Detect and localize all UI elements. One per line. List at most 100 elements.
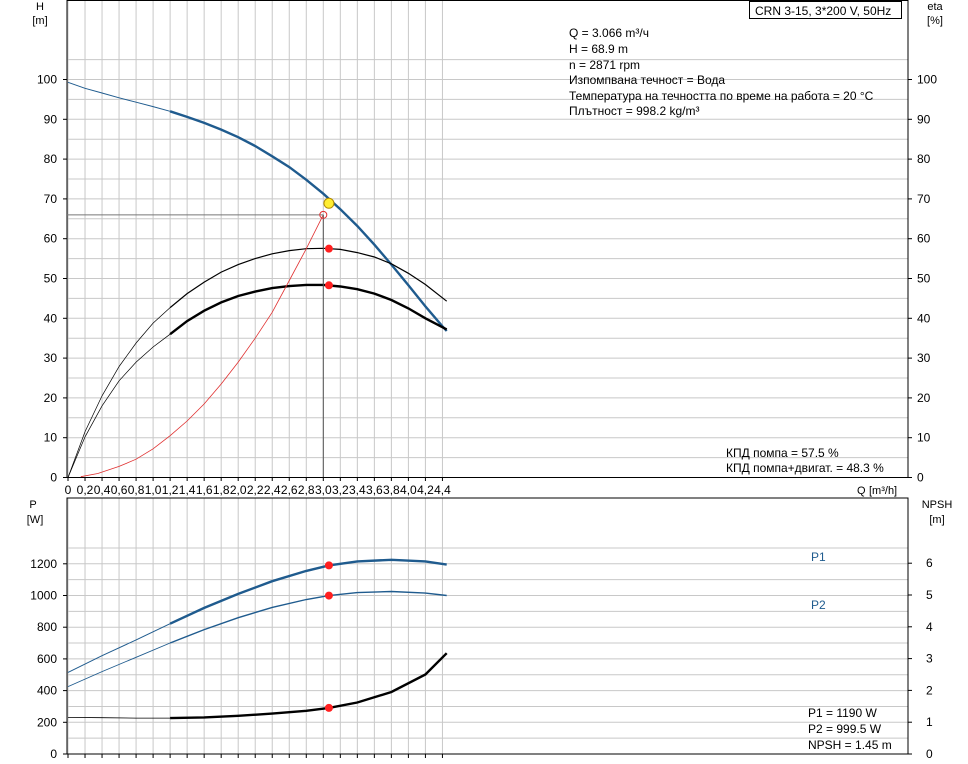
h-tick-label: 40	[44, 311, 58, 325]
efficiency-info-block: КПД помпа = 57.5 % КПД помпа+двигат. = 4…	[726, 446, 884, 475]
x-tick-label: 1,4	[179, 483, 196, 497]
x-tick-label: 2,4	[264, 483, 281, 497]
info-line-liquid: Изпомпвана течност = Вода	[569, 73, 725, 87]
bottom-right-axis-unit: [m]	[929, 514, 944, 526]
h-tick-label: 80	[44, 152, 58, 166]
x-tick-label: 3,2	[332, 483, 349, 497]
head-curve	[169, 110, 448, 332]
x-tick-label: 0,8	[128, 483, 145, 497]
x-axis-symbol: Q	[857, 485, 866, 497]
x-tick-label: 1,2	[162, 483, 179, 497]
x-tick-label: 1,0	[145, 483, 162, 497]
duty-point-marker	[323, 197, 335, 209]
x-tick-label: 3,8	[383, 483, 400, 497]
info-line-density: Плътност = 998.2 kg/m³	[569, 104, 699, 118]
eta-tick-label: 10	[917, 431, 931, 445]
npsh-tick-label: 6	[926, 556, 933, 570]
npsh-marker	[324, 703, 333, 712]
title-box	[749, 1, 902, 19]
top-left-axis-symbol: H	[36, 1, 44, 13]
bottom-right-axis-symbol: NPSH	[922, 499, 953, 511]
system-curve	[80, 214, 324, 478]
bottom-chart-grid	[67, 498, 908, 755]
npsh-tick-label: 5	[926, 588, 933, 602]
x-tick-label: 0,4	[94, 483, 111, 497]
tick-labels: 0 0,2 0,4 0,6 0,8 1,0 1,2 1,4 1,6 1,8 2,0 2,2 2,4 2,6…	[30, 73, 937, 762]
info-line-n: n = 2871 rpm	[569, 58, 640, 72]
h-tick-label: 0	[50, 471, 57, 485]
curves	[67, 81, 448, 720]
p-tick-label: 600	[37, 652, 57, 666]
npsh-curve-thin	[67, 717, 171, 719]
h-tick-label: 100	[37, 73, 57, 87]
p-tick-label: 400	[37, 684, 57, 698]
eff-line-pump: КПД помпа = 57.5 %	[726, 446, 839, 460]
p-tick-label: 200	[37, 715, 57, 729]
info-line-q: Q = 3.066 m³/ч	[569, 26, 649, 40]
h-tick-label: 20	[44, 391, 58, 405]
eta-tick-label: 100	[917, 73, 937, 87]
x-tick-label: 1,8	[213, 483, 230, 497]
eta-total-curve	[169, 283, 448, 336]
p-tick-label: 0	[50, 747, 57, 761]
x-tick-label: 3,0	[315, 483, 332, 497]
info-line-h: H = 68.9 m	[569, 42, 628, 56]
h-tick-label: 70	[44, 192, 58, 206]
npsh-tick-label: 0	[926, 747, 933, 761]
eta-tick-label: 20	[917, 391, 931, 405]
eta-tick-label: 50	[917, 272, 931, 286]
x-tick-label: 4,0	[400, 483, 417, 497]
top-left-axis-unit: [m]	[32, 15, 47, 27]
eta-pump-marker	[324, 244, 333, 253]
eta-total-marker	[324, 281, 333, 290]
title-box-text: CRN 3-15, 3*200 V, 50Hz	[755, 4, 891, 18]
eta-tick-label: 70	[917, 192, 931, 206]
info-line-p2: P2 = 999.5 W	[808, 722, 882, 736]
x-tick-label: 3,4	[349, 483, 366, 497]
operating-point-markers	[67, 197, 335, 712]
top-right-axis-symbol: eta	[927, 1, 943, 13]
p2-series-label: P2	[811, 598, 826, 612]
eta-tick-label: 80	[917, 152, 931, 166]
x-tick-label: 0,2	[77, 483, 94, 497]
npsh-tick-label: 4	[926, 620, 933, 634]
eta-tick-label: 0	[917, 471, 924, 485]
npsh-tick-label: 2	[926, 683, 933, 697]
bottom-left-axis-unit: [W]	[27, 514, 44, 526]
h-tick-label: 10	[44, 431, 58, 445]
p-tick-label: 1000	[30, 589, 57, 603]
h-tick-label: 90	[44, 112, 58, 126]
eta-tick-label: 30	[917, 351, 931, 365]
p2-curve	[169, 590, 447, 644]
x-tick-label: 3,6	[366, 483, 383, 497]
top-chart-grid	[67, 1, 908, 478]
info-line-temperature: Температура на течността по време на раб…	[569, 89, 874, 103]
p-tick-label: 1200	[30, 557, 57, 571]
x-tick-label: 2,0	[230, 483, 247, 497]
h-tick-label: 60	[44, 232, 58, 246]
x-tick-label: 0,6	[111, 483, 128, 497]
bottom-left-axis-symbol: P	[29, 499, 36, 511]
eta-pump-curve-thin	[67, 307, 171, 478]
eff-line-total: КПД помпа+двигат. = 48.3 %	[726, 461, 884, 475]
x-tick-label: 4,4	[434, 483, 451, 497]
bottom-chart-frame	[66, 497, 909, 755]
p1-curve-thin	[67, 623, 171, 673]
eta-total-curve-thin	[67, 333, 171, 478]
p1-series-label: P1	[811, 550, 826, 564]
p1-marker	[324, 561, 333, 570]
p2-marker	[324, 591, 333, 600]
top-info-block: Q = 3.066 m³/ч H = 68.9 m n = 2871 rpm И…	[569, 26, 874, 118]
p2-curve-thin	[67, 642, 171, 688]
npsh-tick-label: 3	[926, 652, 933, 666]
eta-tick-label: 90	[917, 112, 931, 126]
info-line-p1: P1 = 1190 W	[808, 706, 877, 720]
top-right-axis-unit: [%]	[927, 15, 943, 27]
p1-curve	[169, 558, 447, 625]
power-info-block: P1 = 1190 W P2 = 999.5 W NPSH = 1.45 m	[808, 706, 892, 752]
eta-tick-label: 60	[917, 232, 931, 246]
info-line-npsh: NPSH = 1.45 m	[808, 738, 892, 752]
head-curve-thin	[67, 81, 171, 112]
x-tick-label: 0	[65, 483, 72, 497]
